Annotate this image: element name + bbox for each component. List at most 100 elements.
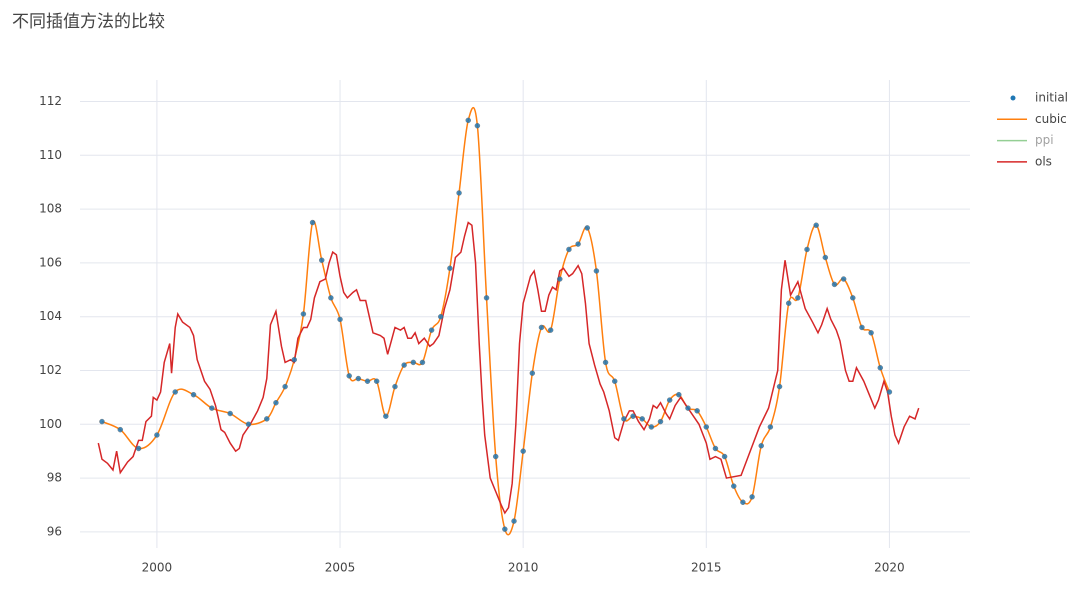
x-tick-label: 2015	[691, 561, 722, 575]
data-point	[602, 359, 609, 366]
x-tick-label: 2020	[874, 561, 905, 575]
data-point	[154, 432, 160, 438]
data-point	[502, 526, 508, 532]
y-tick-label: 104	[39, 309, 62, 323]
data-point	[731, 483, 737, 489]
data-point	[447, 265, 453, 272]
data-point	[511, 518, 517, 524]
data-point	[538, 324, 545, 331]
data-point	[657, 418, 664, 425]
data-point	[557, 276, 563, 282]
data-point	[282, 383, 288, 390]
data-point	[309, 219, 316, 226]
data-point	[758, 443, 764, 449]
y-tick-label: 96	[47, 524, 62, 538]
legend-label: ols	[1035, 154, 1052, 168]
data-point	[474, 122, 481, 129]
data-point	[428, 327, 435, 333]
legend-marker	[1010, 95, 1016, 101]
data-point	[767, 424, 774, 430]
data-point	[346, 373, 352, 379]
data-point	[813, 222, 819, 228]
data-point	[630, 413, 636, 419]
data-point	[529, 370, 536, 376]
data-point	[172, 389, 178, 395]
legend-label: cubic	[1035, 112, 1067, 126]
data-point	[328, 295, 334, 301]
data-point	[492, 453, 499, 460]
legend-item: ppi	[997, 133, 1054, 147]
data-point	[740, 499, 746, 506]
data-point	[419, 359, 426, 366]
data-point	[566, 246, 572, 253]
y-tick-label: 100	[39, 417, 62, 431]
data-point	[795, 295, 801, 301]
legend-item: cubic	[997, 112, 1067, 126]
data-point	[648, 424, 655, 430]
data-point	[245, 421, 252, 428]
data-point	[666, 397, 673, 403]
plot-area	[97, 106, 920, 536]
data-point	[831, 281, 838, 288]
legend-label: ppi	[1035, 133, 1054, 147]
data-point	[373, 378, 380, 384]
data-point	[337, 316, 343, 323]
data-point	[465, 117, 471, 124]
data-point	[776, 383, 783, 390]
data-point	[639, 416, 645, 422]
data-point	[318, 257, 325, 263]
data-point	[785, 300, 792, 306]
y-tick-label: 112	[39, 94, 62, 108]
data-point	[676, 391, 682, 398]
data-point	[694, 408, 700, 414]
data-point	[886, 389, 893, 395]
x-tick-label: 2010	[508, 561, 539, 575]
data-point	[749, 494, 755, 500]
data-point	[438, 313, 444, 320]
data-point	[99, 418, 105, 425]
data-point	[273, 400, 279, 406]
data-point	[520, 448, 526, 454]
data-point	[850, 295, 856, 301]
data-point	[383, 413, 389, 419]
data-point	[135, 445, 142, 452]
data-point	[868, 330, 874, 336]
data-point	[190, 391, 197, 398]
data-point	[804, 246, 810, 253]
y-tick-label: 98	[47, 471, 62, 485]
legend-item: initial	[1010, 91, 1068, 105]
data-point	[593, 268, 600, 274]
data-point	[264, 416, 270, 422]
legend-label: initial	[1035, 91, 1068, 105]
series-line	[97, 221, 920, 515]
data-point	[575, 241, 581, 247]
data-point	[117, 426, 124, 433]
y-tick-label: 110	[39, 148, 62, 162]
data-point	[401, 362, 407, 368]
data-point	[392, 383, 398, 390]
data-point	[300, 311, 307, 317]
data-point	[456, 190, 462, 196]
data-point	[209, 405, 215, 411]
chart-title: 不同插值方法的比较	[12, 12, 165, 32]
data-point	[877, 365, 884, 371]
data-point	[859, 324, 865, 331]
y-tick-label: 108	[39, 202, 62, 216]
data-point	[721, 453, 728, 460]
data-point	[712, 445, 719, 452]
x-tick-label: 2005	[325, 561, 356, 575]
data-point	[227, 410, 233, 417]
data-point	[483, 295, 490, 301]
data-point	[822, 254, 829, 261]
data-point	[611, 378, 618, 384]
y-tick-label: 102	[39, 363, 62, 377]
y-tick-label: 106	[39, 255, 62, 269]
data-point	[840, 276, 847, 282]
data-point	[410, 359, 417, 366]
data-point	[703, 424, 710, 430]
data-point	[364, 378, 371, 384]
data-point	[621, 416, 627, 422]
legend-item: ols	[997, 154, 1052, 168]
